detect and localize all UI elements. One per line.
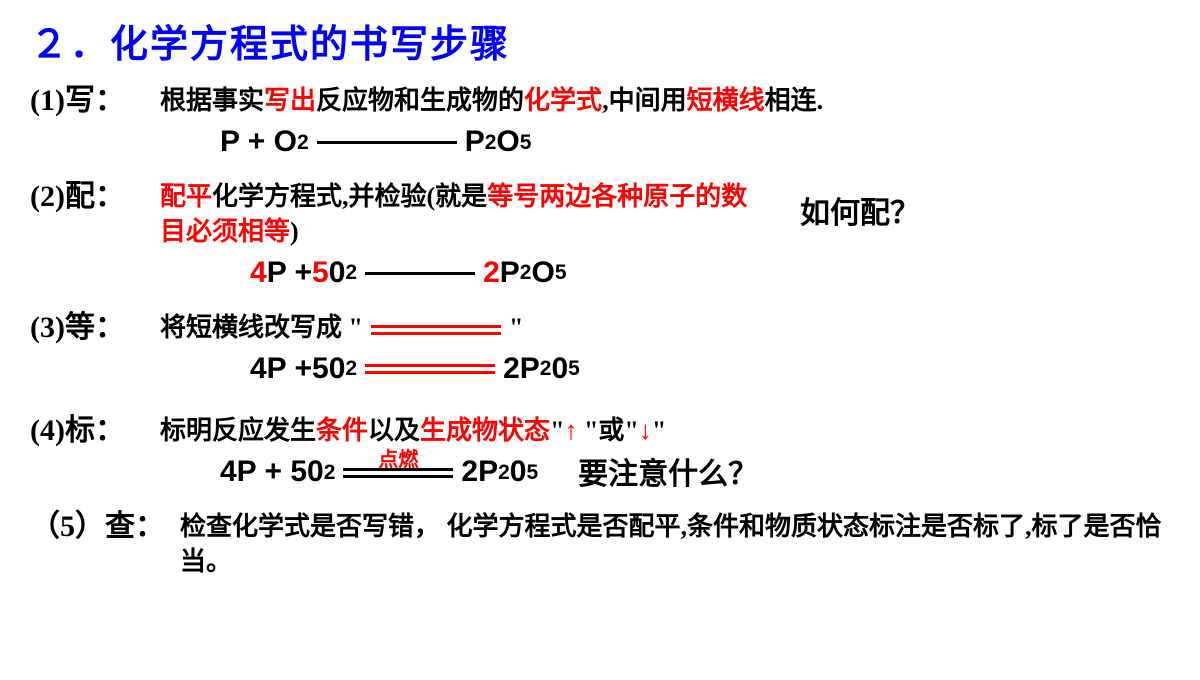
- step5-desc: 检查化学式是否写错， 化学方程式是否配平,条件和物质状态标注是否标了,标了是否恰…: [180, 509, 1170, 579]
- condition-label: 点燃: [343, 447, 453, 474]
- step2-note: 如何配？: [800, 194, 920, 235]
- step-2: (2)配： 配平化学方程式,并检验(就是等号两边各种原子的数目必须相等) 如何配…: [30, 177, 1170, 304]
- step4-desc: 标明反应发生条件以及生成物状态"↑ "或"↓": [160, 413, 1170, 448]
- step2-label: (2)配：: [30, 177, 160, 218]
- step1-desc: 根据事实写出反应物和生成物的化学式,中间用短横线相连.: [160, 83, 1170, 118]
- step5-label: （5）查：: [30, 507, 180, 548]
- reaction-line: [317, 141, 457, 144]
- step1-label: (1)写：: [30, 81, 160, 122]
- step4-label: (4)标：: [30, 411, 160, 452]
- reaction-line: [365, 272, 475, 275]
- equals-symbol-red: [371, 325, 501, 335]
- section-title: ２．化学方程式的书写步骤: [30, 20, 1170, 71]
- step3-desc: 将短横线改写成 "": [160, 310, 1170, 345]
- equals-line-red: [365, 364, 495, 374]
- equation-1: P + O2 P2O5: [220, 122, 1170, 163]
- step3-label: (3)等：: [30, 308, 160, 349]
- equals-line-black: 点燃: [343, 468, 453, 478]
- step-3: (3)等： 将短横线改写成 "" 4P +502 2P205: [30, 308, 1170, 400]
- equation-4: 4P + 502 点燃 2P205: [220, 452, 538, 493]
- step4-note: 要注意什么？: [578, 455, 758, 496]
- step-1: (1)写： 根据事实写出反应物和生成物的化学式,中间用短横线相连. P + O2…: [30, 81, 1170, 173]
- step-5: （5）查： 检查化学式是否写错， 化学方程式是否配平,条件和物质状态标注是否标了…: [30, 507, 1170, 579]
- equation-3: 4P +502 2P205: [250, 349, 1170, 390]
- step2-desc: 配平化学方程式,并检验(就是等号两边各种原子的数目必须相等): [160, 179, 760, 249]
- step-4: (4)标： 标明反应发生条件以及生成物状态"↑ "或"↓" 4P + 502 点…: [30, 411, 1170, 503]
- equation-2: 4P + 502 2P2O5: [250, 253, 1170, 294]
